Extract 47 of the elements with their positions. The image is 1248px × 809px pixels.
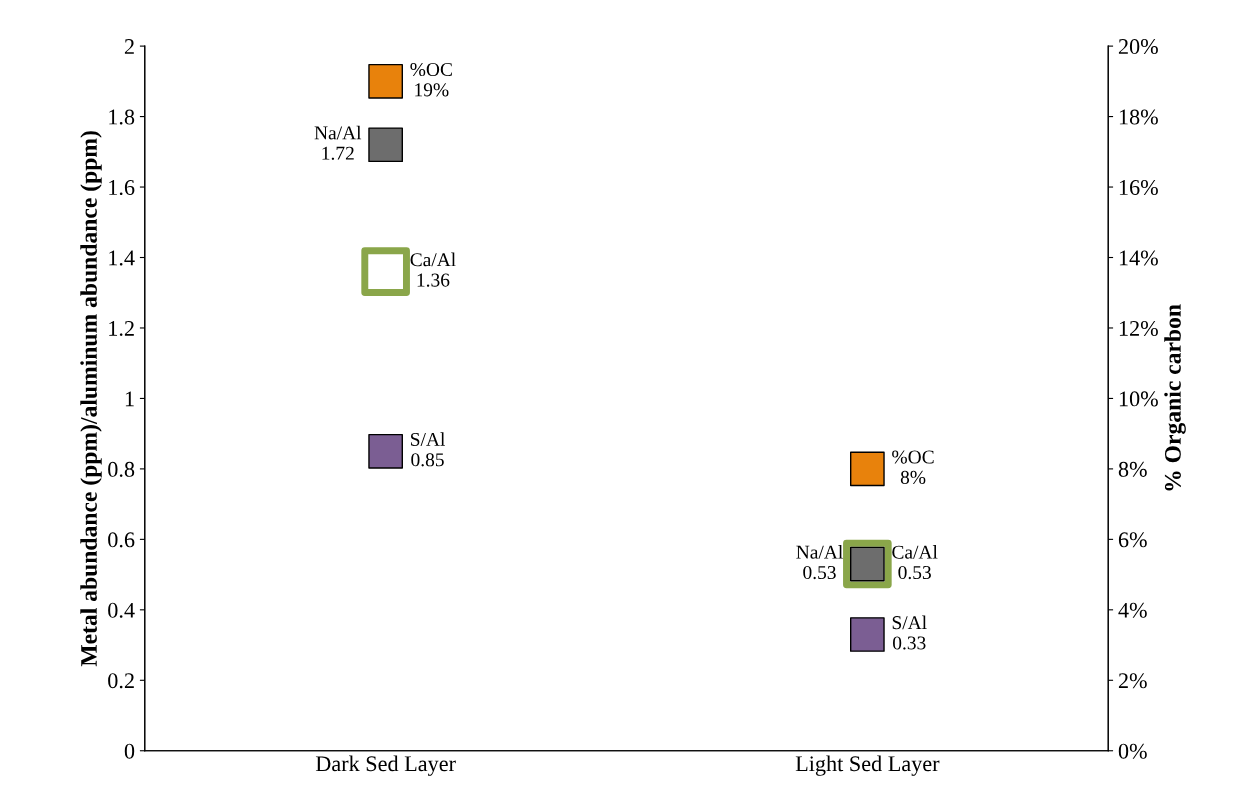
point [849,617,885,652]
data-label: 0.53 [898,565,931,580]
point [368,127,403,163]
data-label: 0.33 [893,636,926,650]
point [843,539,892,589]
text: Na/Al [796,545,843,559]
data-label: 0.53 [803,565,836,580]
data-label: 0.85 [411,453,444,467]
point [368,433,403,469]
y-tick-label: 2 [124,39,134,54]
y-tick-label: 0.2 [108,673,134,689]
y-tick-label: 1.4 [109,250,135,266]
y-tick-label: 0.6 [108,532,135,548]
data-label: 1.72 [322,146,354,160]
y-tick-label: 0 [124,743,135,759]
y-tick-label: 1.6 [109,180,135,196]
y2-tick-label: 10% [1119,391,1158,407]
y2-tick-label: 2% [1118,673,1147,689]
text: Ca/Al [892,545,938,559]
y2-tick-label: 4% [1118,602,1147,618]
y2-tick-label: 20% [1118,39,1158,55]
series-label: S/Al [411,432,445,446]
y-tick-label: 1 [125,391,134,407]
y-tick-label: 1.8 [109,109,135,125]
x-tick-label: Light Sed Layer [795,755,940,776]
y-tick-label: 0.8 [108,461,135,477]
y-tick-label: 1.2 [109,320,134,336]
y2-axis-title: % Organic carbon [1164,304,1186,491]
y2-tick-label: 16% [1119,179,1158,196]
y2-tick-label: 6% [1118,532,1147,548]
series-label: Ca/Al [410,252,456,267]
series-label: %OC [410,62,452,77]
data-label: 1.36 [417,273,450,287]
y2-tick-label: 12% [1119,320,1158,336]
x-tick-label: Dark Sed Layer [315,755,456,776]
y2-tick-label: 8% [1118,461,1147,477]
text: %OC [892,450,934,464]
point [361,247,410,296]
series-label: Na/Al [314,125,362,140]
y2-tick-label: 14% [1119,250,1158,266]
y2-tick-label: 0% [1118,743,1147,759]
y-tick-label: 0.4 [108,602,135,618]
text: S/Al [892,615,927,630]
y2-tick-label: 18% [1119,109,1158,125]
y-axis-title: Metal abundance (ppm)/aluminum abundance (ppm) [80,131,102,667]
data-label: 8% [900,470,926,484]
data-label: 19% [415,83,449,97]
